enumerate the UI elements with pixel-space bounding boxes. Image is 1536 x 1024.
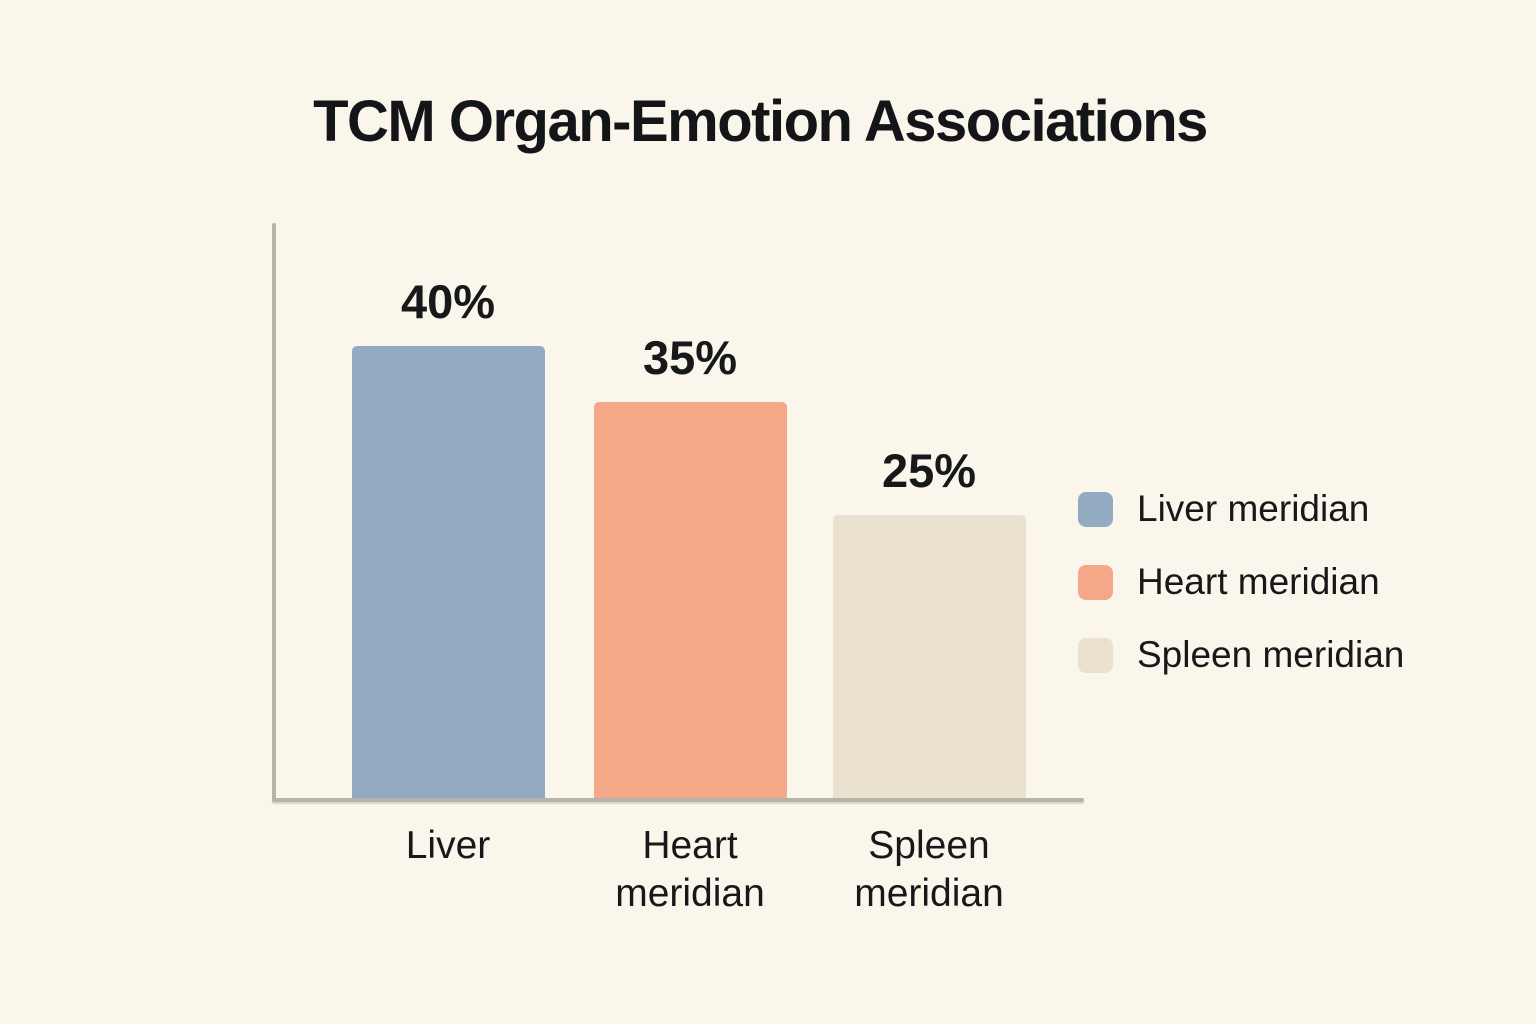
bar-value-label: 40%: [400, 275, 496, 328]
bar-value-label: 25%: [881, 444, 977, 497]
legend-swatch-icon: [1078, 564, 1113, 600]
x-axis-label-spleen-meridian: Spleen meridian: [854, 824, 1004, 915]
legend-item-liver-meridian: Liver meridian: [1078, 488, 1404, 530]
bar-liver: [351, 346, 545, 798]
legend: Liver meridian Heart meridian Spleen merid…: [1078, 488, 1404, 676]
legend-label: Heart meridian: [1137, 561, 1380, 602]
y-axis-line: [272, 223, 276, 802]
bar-heart-meridian: [593, 402, 787, 798]
legend-item-spleen-meridian: Spleen meridian: [1078, 634, 1404, 676]
legend-label: Liver meridian: [1137, 488, 1370, 529]
legend-swatch-icon: [1078, 637, 1113, 673]
x-axis-line: [272, 798, 1084, 802]
legend-swatch-icon: [1078, 491, 1113, 527]
x-axis-label-liver: Liver: [405, 824, 491, 867]
chart-title: TCM Organ-Emotion Associations: [313, 89, 1208, 154]
bar-value-label: 35%: [642, 331, 738, 384]
legend-item-heart-meridian: Heart meridian: [1078, 561, 1404, 603]
x-axis-label-heart-meridian: Heart meridian: [615, 824, 765, 915]
legend-label: Spleen meridian: [1137, 634, 1405, 675]
bar-spleen-meridian: [832, 515, 1026, 798]
